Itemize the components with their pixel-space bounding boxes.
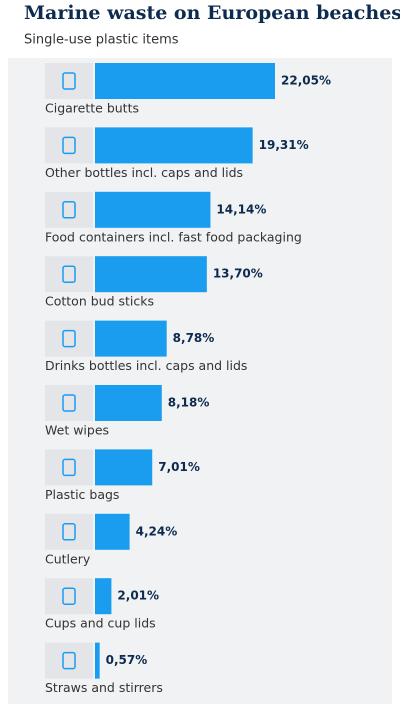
category-label: Cigarette butts xyxy=(45,101,139,116)
category-label: Plastic bags xyxy=(45,487,119,502)
value-label: 4,24% xyxy=(136,524,178,538)
bar xyxy=(95,191,211,228)
category-label: Cotton bud sticks xyxy=(45,294,154,309)
icon xyxy=(62,458,76,477)
icon-box xyxy=(45,642,93,679)
bar xyxy=(95,385,162,421)
value-label: 2,01% xyxy=(117,589,159,603)
icon-box xyxy=(45,127,93,164)
bar xyxy=(95,320,167,357)
icon xyxy=(62,587,76,605)
bar xyxy=(95,578,112,615)
icon xyxy=(62,651,76,670)
icon xyxy=(62,329,76,348)
bar xyxy=(95,513,130,550)
value-label: 7,01% xyxy=(158,460,200,474)
bar xyxy=(95,256,207,293)
category-label: Cups and cup lids xyxy=(45,616,156,631)
icon-box xyxy=(45,256,93,293)
icon xyxy=(62,265,76,283)
icon-box xyxy=(45,513,93,550)
bar xyxy=(95,642,100,679)
category-label: Food containers incl. fast food packagin… xyxy=(45,229,302,244)
chart-subtitle: Single-use plastic items xyxy=(24,33,179,48)
icon-box xyxy=(45,578,93,615)
bar xyxy=(95,63,275,99)
value-label: 8,78% xyxy=(173,331,215,345)
bar xyxy=(95,127,253,164)
icon-box xyxy=(45,191,93,228)
icon xyxy=(62,136,76,155)
icon xyxy=(62,201,76,219)
value-label: 22,05% xyxy=(281,74,331,88)
value-label: 0,57% xyxy=(106,653,148,667)
bar xyxy=(95,449,153,486)
icon xyxy=(62,523,76,541)
value-label: 8,18% xyxy=(168,396,210,410)
category-label: Drinks bottles incl. caps and lids xyxy=(45,358,247,373)
value-label: 13,70% xyxy=(213,267,263,281)
icon-box xyxy=(45,449,93,486)
icon xyxy=(62,394,76,412)
icon-box xyxy=(45,63,93,99)
chart-title: Marine waste on European beaches xyxy=(24,2,400,24)
category-label: Other bottles incl. caps and lids xyxy=(45,165,243,180)
icon-box xyxy=(45,385,93,421)
value-label: 14,14% xyxy=(216,202,266,216)
category-label: Wet wipes xyxy=(45,423,109,438)
category-label: Straws and stirrers xyxy=(45,680,163,695)
icon xyxy=(62,72,76,90)
category-label: Cutlery xyxy=(45,551,91,566)
value-label: 19,31% xyxy=(259,138,309,152)
icon-box xyxy=(45,320,93,357)
